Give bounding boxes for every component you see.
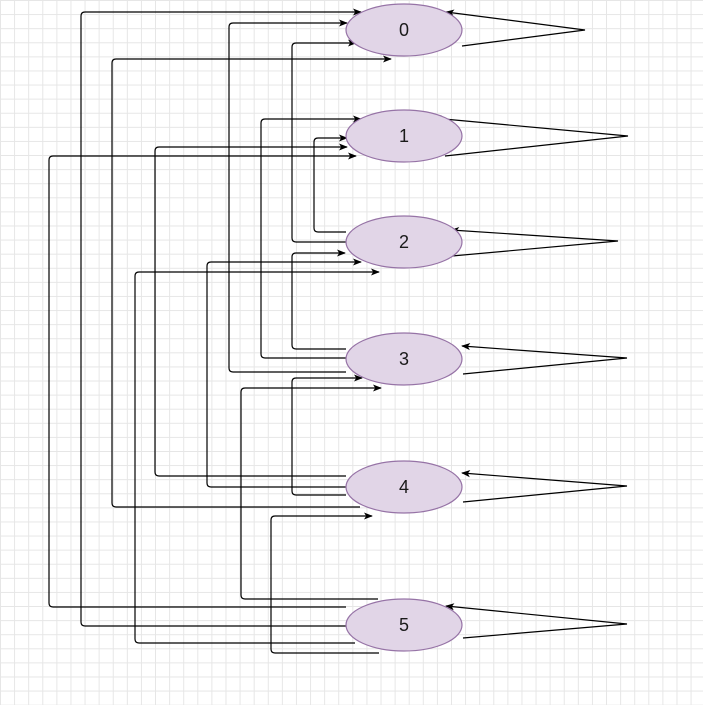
node-5-label: 5 bbox=[399, 615, 409, 635]
node-0[interactable]: 0 bbox=[345, 3, 463, 57]
edge-3-3 bbox=[461, 342, 628, 375]
node-4-shape bbox=[345, 460, 463, 514]
edge-5-2 bbox=[134, 268, 380, 644]
node-4-label: 4 bbox=[399, 477, 409, 497]
node-3-label: 3 bbox=[399, 349, 409, 369]
node-4[interactable]: 4 bbox=[345, 460, 463, 514]
edge-4-3 bbox=[291, 374, 363, 496]
edge-5-3 bbox=[240, 384, 382, 600]
edge-4-4 bbox=[461, 470, 628, 503]
node-5[interactable]: 5 bbox=[345, 598, 463, 652]
node-2-shape bbox=[345, 215, 463, 269]
edge-5-1 bbox=[48, 152, 357, 608]
node-2-label: 2 bbox=[399, 232, 409, 252]
edge-1-1 bbox=[432, 115, 629, 157]
node-0-shape bbox=[345, 3, 463, 57]
edge-3-1 bbox=[260, 115, 362, 359]
edge-2-1 bbox=[313, 134, 348, 233]
edge-2-0 bbox=[291, 39, 357, 243]
edge-4-0 bbox=[111, 55, 392, 508]
node-0-label: 0 bbox=[399, 20, 409, 40]
edge-4-2 bbox=[206, 258, 362, 488]
edge-5-0 bbox=[80, 8, 362, 627]
node-1-shape bbox=[345, 109, 463, 163]
node-1-label: 1 bbox=[399, 126, 409, 146]
node-2[interactable]: 2 bbox=[345, 215, 463, 269]
node-1[interactable]: 1 bbox=[345, 109, 463, 163]
edge-5-4 bbox=[270, 512, 379, 654]
node-3[interactable]: 3 bbox=[345, 332, 463, 386]
edge-2-2 bbox=[450, 226, 619, 257]
node-3-shape bbox=[345, 332, 463, 386]
edge-4-1 bbox=[154, 143, 348, 477]
edge-3-0 bbox=[228, 19, 348, 373]
edge-0-0 bbox=[445, 9, 586, 47]
edge-5-5 bbox=[445, 603, 628, 639]
node-5-shape bbox=[345, 598, 463, 652]
edge-3-2 bbox=[291, 249, 346, 350]
